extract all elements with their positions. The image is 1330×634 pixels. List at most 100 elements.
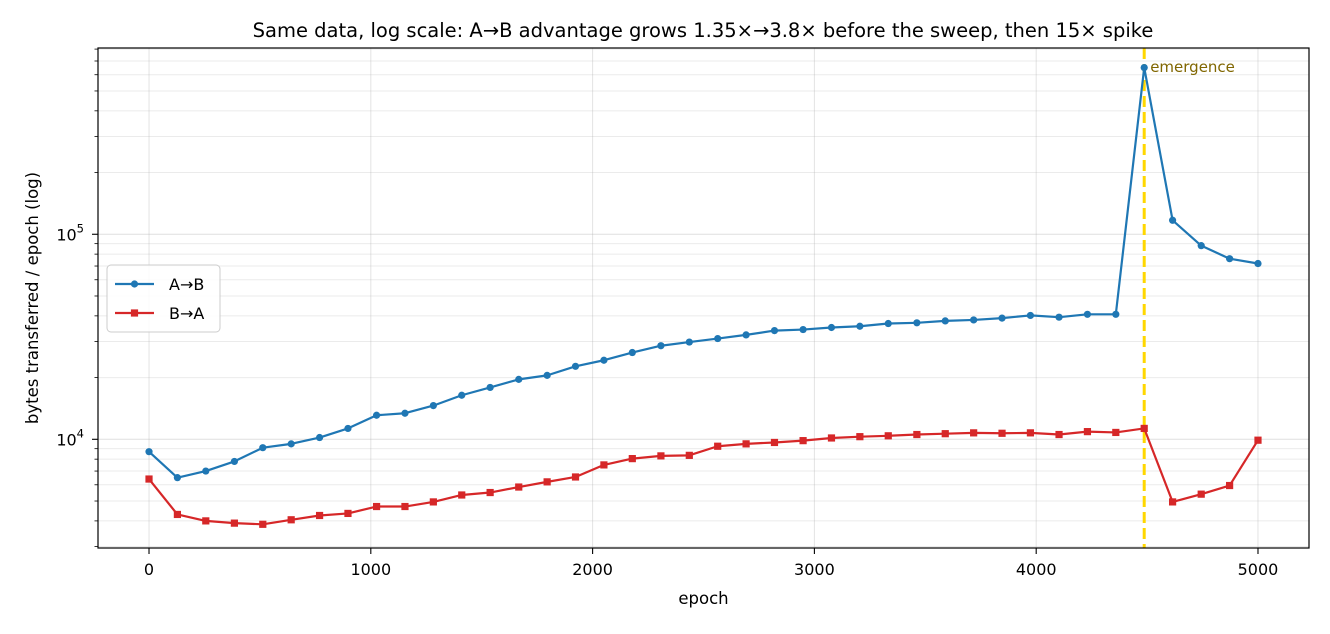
data-point <box>429 498 437 506</box>
legend-item: B→A <box>115 304 204 323</box>
data-point <box>998 429 1006 437</box>
data-point <box>941 317 949 325</box>
data-point <box>401 409 409 417</box>
series-a-to-b <box>145 63 1262 482</box>
data-point <box>827 434 836 442</box>
emergence-label: emergence <box>1150 58 1235 76</box>
data-point <box>401 502 409 511</box>
data-point <box>259 444 267 452</box>
data-point <box>287 516 295 524</box>
y-axis-label: bytes transferred / epoch (log) <box>23 172 42 424</box>
data-point <box>628 348 636 357</box>
data-point <box>884 319 892 328</box>
data-point <box>941 430 949 438</box>
data-point <box>657 452 665 460</box>
data-point <box>856 433 864 441</box>
data-point <box>714 442 722 450</box>
x-tick-label: 0 <box>144 560 154 579</box>
series-line <box>148 427 1259 526</box>
chart-title: Same data, log scale: A→B advantage grow… <box>253 19 1154 42</box>
data-point <box>970 316 978 324</box>
y-tick-label-base: 10 <box>56 225 76 244</box>
data-point <box>571 362 580 370</box>
data-point <box>344 509 352 518</box>
y-tick-label: 105 <box>56 221 84 244</box>
data-point <box>515 483 523 491</box>
data-point <box>600 461 608 469</box>
x-tick-label: 1000 <box>350 560 391 579</box>
data-point <box>1140 424 1148 433</box>
y-tick-label-exponent: 4 <box>77 426 84 440</box>
data-point <box>202 467 210 475</box>
data-point <box>458 391 466 399</box>
legend: A→B B→A <box>106 264 221 333</box>
x-tick-label: 5000 <box>1238 560 1279 579</box>
data-point <box>685 451 693 459</box>
data-point <box>1026 311 1035 320</box>
data-point <box>1225 255 1234 263</box>
data-point <box>315 433 324 442</box>
data-point <box>628 455 636 463</box>
data-point <box>230 519 239 527</box>
data-point <box>145 448 153 456</box>
data-point <box>970 429 978 437</box>
data-point <box>1254 436 1262 444</box>
data-point <box>458 491 466 499</box>
data-point <box>1197 490 1205 498</box>
y-tick-label: 104 <box>56 426 84 449</box>
data-point <box>1083 428 1092 436</box>
data-point <box>770 438 779 447</box>
data-point <box>259 520 267 528</box>
data-point <box>1112 310 1120 318</box>
data-point <box>1225 481 1234 490</box>
data-point <box>742 440 750 448</box>
data-point <box>173 510 182 519</box>
data-point <box>1168 216 1177 224</box>
data-point <box>913 319 921 327</box>
data-point <box>770 326 779 335</box>
y-tick-label-exponent: 5 <box>77 221 84 235</box>
data-point <box>486 383 494 392</box>
legend-marker <box>130 309 139 317</box>
data-point <box>344 424 352 433</box>
data-point <box>429 402 437 410</box>
data-point <box>827 323 836 332</box>
data-point <box>856 322 864 330</box>
data-point <box>543 478 551 486</box>
data-point <box>543 371 551 379</box>
x-tick-label: 3000 <box>794 560 835 579</box>
data-point <box>315 511 324 520</box>
data-point <box>685 338 693 346</box>
data-point <box>742 331 750 339</box>
data-point <box>600 356 608 364</box>
data-point <box>486 488 494 497</box>
data-point <box>799 325 807 334</box>
legend-marker <box>130 280 139 288</box>
x-axis-label: epoch <box>678 589 728 608</box>
data-point <box>714 334 722 343</box>
data-point <box>1083 310 1092 318</box>
data-point <box>998 314 1006 322</box>
data-point <box>515 375 523 383</box>
data-point <box>202 517 210 525</box>
data-point <box>799 437 807 445</box>
data-point <box>145 475 153 483</box>
data-point <box>884 432 892 440</box>
data-point <box>657 342 665 350</box>
legend-label: A→B <box>169 275 204 294</box>
y-tick-label-base: 10 <box>56 430 76 449</box>
x-tick-label: 2000 <box>572 560 613 579</box>
legend-label: B→A <box>169 304 204 323</box>
series-layer <box>145 63 1262 528</box>
data-point <box>1254 259 1262 268</box>
data-point <box>1055 430 1063 439</box>
data-point <box>1197 242 1205 250</box>
annotation-layer: emergence <box>1142 48 1235 548</box>
data-point <box>173 474 182 482</box>
data-point <box>571 473 580 481</box>
data-point <box>1140 63 1148 72</box>
data-point <box>372 502 381 511</box>
data-point <box>1168 498 1177 506</box>
